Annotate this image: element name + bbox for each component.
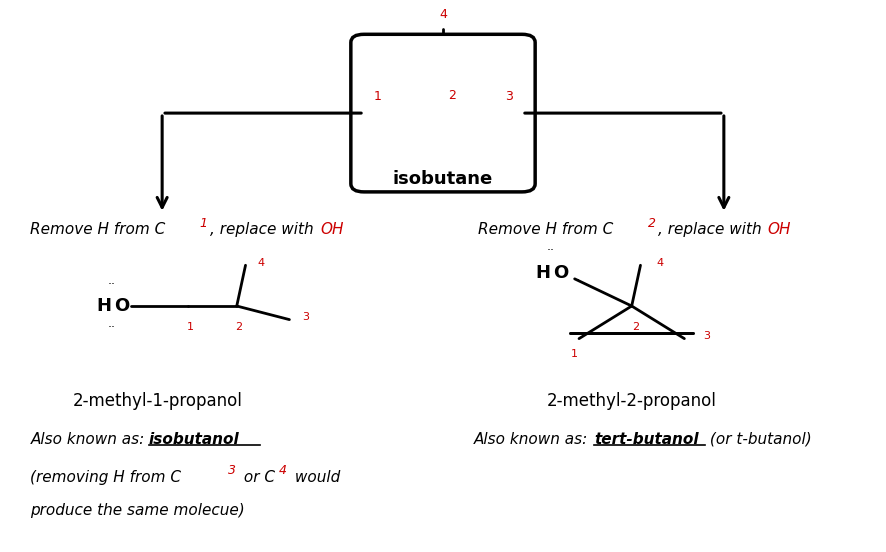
Text: 2-methyl-2-propanol: 2-methyl-2-propanol xyxy=(547,392,717,410)
Text: isobutane: isobutane xyxy=(392,170,494,188)
Text: H: H xyxy=(535,264,550,283)
Text: or C: or C xyxy=(239,470,276,485)
Text: ··: ·· xyxy=(108,278,116,291)
Text: Remove H from C: Remove H from C xyxy=(478,222,613,237)
Text: , replace with: , replace with xyxy=(210,222,319,237)
Text: ··: ·· xyxy=(108,321,116,334)
Text: isobutanol: isobutanol xyxy=(149,432,240,447)
Text: produce the same molecue): produce the same molecue) xyxy=(30,503,245,518)
Text: ··: ·· xyxy=(547,244,555,257)
Text: 2-methyl-1-propanol: 2-methyl-1-propanol xyxy=(73,392,243,410)
Text: OH: OH xyxy=(320,222,344,237)
Text: 1: 1 xyxy=(200,217,208,230)
Text: , replace with: , replace with xyxy=(658,222,766,237)
Text: OH: OH xyxy=(768,222,791,237)
Text: 2: 2 xyxy=(633,322,640,332)
Text: 4: 4 xyxy=(657,258,664,268)
Text: H: H xyxy=(97,297,112,315)
Text: 2: 2 xyxy=(648,217,656,230)
Text: (or t-butanol): (or t-butanol) xyxy=(705,432,812,447)
Text: 2: 2 xyxy=(448,89,456,102)
Text: 4: 4 xyxy=(258,258,265,268)
Text: 4: 4 xyxy=(279,464,287,476)
Text: tert-butanol: tert-butanol xyxy=(594,432,698,447)
Text: 1: 1 xyxy=(571,349,579,359)
Text: 1: 1 xyxy=(187,322,194,332)
Text: Remove H from C: Remove H from C xyxy=(30,222,166,237)
Text: 3: 3 xyxy=(505,91,513,103)
Text: O: O xyxy=(114,297,129,315)
Text: 3: 3 xyxy=(228,464,236,476)
Text: 2: 2 xyxy=(235,322,242,332)
Text: Also known as:: Also known as: xyxy=(474,432,593,447)
Text: ··: ·· xyxy=(573,275,581,285)
Text: O: O xyxy=(553,264,568,283)
Text: (removing H from C: (removing H from C xyxy=(30,470,182,485)
Text: 1: 1 xyxy=(373,91,381,103)
Text: 3: 3 xyxy=(302,312,308,322)
Text: 3: 3 xyxy=(703,331,710,341)
Text: 4: 4 xyxy=(439,8,447,21)
Text: Also known as:: Also known as: xyxy=(30,432,150,447)
FancyBboxPatch shape xyxy=(351,34,535,192)
Text: would: would xyxy=(291,470,340,485)
